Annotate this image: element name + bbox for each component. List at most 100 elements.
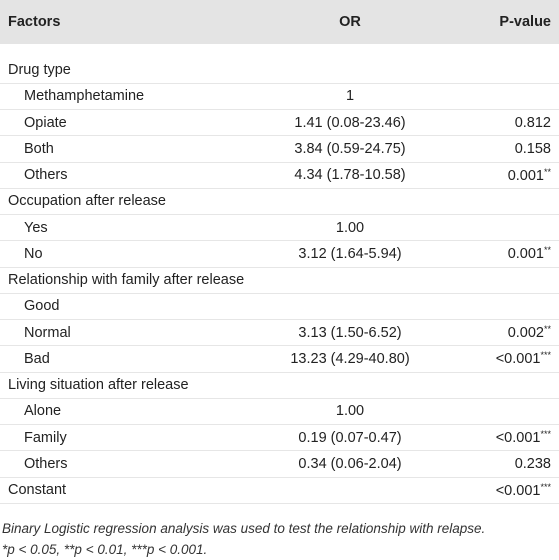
p-cell: 0.001** (443, 162, 559, 189)
p-cell: <0.001*** (443, 477, 559, 504)
p-value: <0.001 (495, 430, 541, 447)
or-cell: 1.00 (257, 214, 443, 242)
significance: ** (543, 324, 551, 335)
or-cell (257, 372, 443, 399)
or-value: 3.84 (0.59-24.75) (294, 140, 406, 157)
or-cell: 4.34 (1.78-10.58) (257, 162, 443, 189)
row: Opiate 1.41 (0.08-23.46) 0.812 (0, 109, 559, 137)
or-cell (257, 44, 443, 84)
significance: *** (540, 350, 551, 361)
factor-cell: Both (0, 135, 257, 163)
or-cell (257, 293, 443, 321)
footnotes: Binary Logistic regression analysis was … (0, 504, 559, 560)
or-value: 4.34 (1.78-10.58) (294, 167, 406, 184)
p-cell (443, 372, 559, 399)
row: Occupation after release (0, 188, 559, 216)
p-cell (443, 188, 559, 216)
or-value: 0.19 (0.07-0.47) (298, 429, 402, 446)
or-cell: 1.41 (0.08-23.46) (257, 109, 443, 137)
header-cell: Factors (0, 0, 257, 44)
factor-cell: Others (0, 450, 257, 478)
or-cell: 0.34 (0.06-2.04) (257, 450, 443, 478)
factor-cell: Occupation after release (0, 188, 257, 216)
p-value: 0.158 (514, 140, 551, 157)
footnote: Binary Logistic regression analysis was … (2, 520, 486, 536)
or-cell (257, 267, 443, 294)
p-value: 0.001 (507, 246, 544, 263)
p-cell: 0.812 (443, 109, 559, 137)
or-value: 3.13 (1.50-6.52) (298, 324, 402, 341)
row: Living situation after release (0, 372, 559, 399)
factor-cell: Opiate (0, 109, 257, 137)
p-value: <0.001 (495, 482, 541, 499)
p-cell (443, 398, 559, 426)
header-cell: P-value (443, 0, 559, 44)
row: Family 0.19 (0.07-0.47) <0.001*** (0, 424, 559, 452)
p-cell: <0.001*** (443, 424, 559, 452)
p-value: 0.812 (514, 114, 551, 131)
row: Alone 1.00 (0, 398, 559, 426)
row: Yes 1.00 (0, 214, 559, 242)
row: No 3.12 (1.64-5.94) 0.001** (0, 240, 559, 268)
significance: ** (543, 166, 551, 177)
p-cell: 0.158 (443, 135, 559, 163)
factor-cell: Alone (0, 398, 257, 426)
row: Bad 13.23 (4.29-40.80) <0.001*** (0, 345, 559, 373)
or-cell: 3.84 (0.59-24.75) (257, 135, 443, 163)
p-cell (443, 44, 559, 84)
or-value: 1 (345, 88, 355, 105)
factor-cell: Relationship with family after release (0, 267, 257, 294)
or-cell: 13.23 (4.29-40.80) (257, 345, 443, 373)
significance: *** (540, 481, 551, 492)
p-cell: 0.001** (443, 240, 559, 268)
factor-cell: Methamphetamine (0, 83, 257, 111)
or-cell: 3.13 (1.50-6.52) (257, 319, 443, 347)
factor-cell: No (0, 240, 257, 268)
p-cell (443, 267, 559, 294)
p-cell: 0.002** (443, 319, 559, 347)
or-cell: 0.19 (0.07-0.47) (257, 424, 443, 452)
row: Good (0, 293, 559, 321)
or-value: 13.23 (4.29-40.80) (290, 350, 410, 367)
or-cell: 1.00 (257, 398, 443, 426)
p-cell: 0.238 (443, 450, 559, 478)
footnote: *p < 0.05, **p < 0.01, ***p < 0.001. (2, 541, 208, 557)
factor-cell: Yes (0, 214, 257, 242)
or-cell (257, 188, 443, 216)
row: Relationship with family after release (0, 267, 559, 294)
factor-cell: Normal (0, 319, 257, 347)
header-row: Factors OR P-value (0, 0, 559, 44)
factor-cell: Constant (0, 477, 257, 504)
significance: ** (543, 245, 551, 256)
p-cell (443, 83, 559, 111)
row: Both 3.84 (0.59-24.75) 0.158 (0, 135, 559, 163)
p-cell: <0.001*** (443, 345, 559, 373)
row: Normal 3.13 (1.50-6.52) 0.002** (0, 319, 559, 347)
or-value: 1.41 (0.08-23.46) (294, 114, 406, 131)
p-value: 0.238 (514, 455, 551, 472)
factor-cell: Others (0, 162, 257, 189)
factor-cell: Family (0, 424, 257, 452)
or-value: 1.00 (335, 403, 365, 420)
or-value: 0.34 (0.06-2.04) (298, 455, 402, 472)
row: Drug type (0, 44, 559, 84)
p-value: <0.001 (495, 351, 541, 368)
factor-cell: Bad (0, 345, 257, 373)
significance: *** (540, 429, 551, 440)
row: Methamphetamine 1 (0, 83, 559, 111)
p-value: 0.002 (507, 325, 544, 342)
p-cell (443, 293, 559, 321)
or-cell: 3.12 (1.64-5.94) (257, 240, 443, 268)
or-cell (257, 477, 443, 504)
or-value: 1.00 (335, 219, 365, 236)
factor-cell: Good (0, 293, 257, 321)
row: Constant <0.001*** (0, 477, 559, 504)
p-value: 0.001 (507, 167, 544, 184)
p-cell (443, 214, 559, 242)
header-cell: OR (257, 0, 443, 44)
table-body: Drug type Methamphetamine 1 Opiate 1.41 (0.0… (0, 44, 559, 504)
row: Others 0.34 (0.06-2.04) 0.238 (0, 450, 559, 478)
table: Factors OR P-value Drug type Methamphetam… (0, 0, 559, 504)
factor-cell: Living situation after release (0, 372, 257, 399)
